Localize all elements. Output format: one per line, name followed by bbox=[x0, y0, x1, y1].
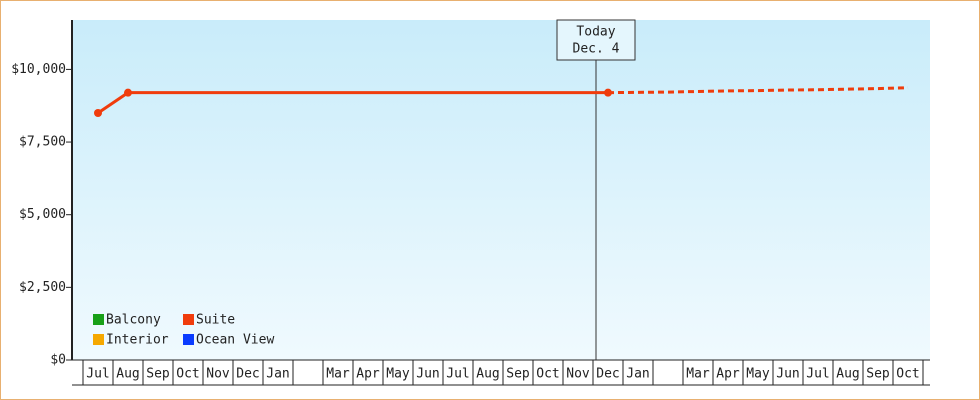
x-tick-label: Aug bbox=[116, 367, 139, 382]
series-point bbox=[124, 88, 132, 97]
x-tick-label: Oct bbox=[536, 367, 559, 382]
x-tick-label: Oct bbox=[896, 367, 919, 382]
legend-label: Interior bbox=[106, 333, 169, 348]
x-tick-label: Jul bbox=[86, 367, 109, 382]
today-label: Today bbox=[576, 25, 615, 40]
x-tick-label: Dec bbox=[596, 367, 619, 382]
legend-swatch bbox=[183, 334, 194, 345]
y-tick-label: $0 bbox=[50, 353, 66, 368]
x-tick-label: Jul bbox=[446, 367, 469, 382]
x-tick-label: Apr bbox=[356, 367, 380, 382]
legend-swatch bbox=[93, 314, 104, 325]
y-tick-label: $7,500 bbox=[19, 135, 66, 150]
x-tick-label: Sep bbox=[866, 367, 890, 382]
legend-label: Suite bbox=[196, 313, 235, 328]
today-box bbox=[556, 19, 636, 61]
today-label: Dec. 4 bbox=[573, 42, 620, 57]
x-tick-label: Mar bbox=[686, 367, 710, 382]
plot-area bbox=[72, 20, 930, 360]
x-tick-label: Nov bbox=[566, 367, 590, 382]
x-tick-label: Jul bbox=[806, 367, 829, 382]
series-line bbox=[97, 91, 608, 115]
y-tick-label: $10,000 bbox=[11, 62, 66, 77]
legend-swatch bbox=[183, 314, 194, 325]
x-tick-label: Sep bbox=[146, 367, 170, 382]
x-tick-label: May bbox=[746, 367, 770, 382]
x-tick-label: Jun bbox=[776, 367, 799, 382]
x-tick-label: Mar bbox=[326, 367, 350, 382]
series-point bbox=[94, 108, 102, 117]
x-tick-label: Dec bbox=[236, 367, 259, 382]
x-tick-label: Aug bbox=[836, 367, 859, 382]
x-tick-label: May bbox=[386, 367, 410, 382]
legend-swatch bbox=[93, 334, 104, 345]
x-tick-label: Jan bbox=[626, 367, 649, 382]
legend-label: Balcony bbox=[106, 313, 161, 328]
projection-line bbox=[607, 86, 909, 95]
y-tick-label: $2,500 bbox=[19, 280, 66, 295]
legend-label: Ocean View bbox=[196, 333, 274, 348]
x-tick-label: Nov bbox=[206, 367, 230, 382]
y-tick-label: $5,000 bbox=[19, 207, 66, 222]
x-tick-label: Sep bbox=[506, 367, 530, 382]
x-tick-label: Apr bbox=[716, 367, 740, 382]
x-tick-label: Aug bbox=[476, 367, 499, 382]
x-tick-label: Jun bbox=[416, 367, 439, 382]
x-tick-label: Jan bbox=[266, 367, 289, 382]
x-tick-label: Oct bbox=[176, 367, 199, 382]
